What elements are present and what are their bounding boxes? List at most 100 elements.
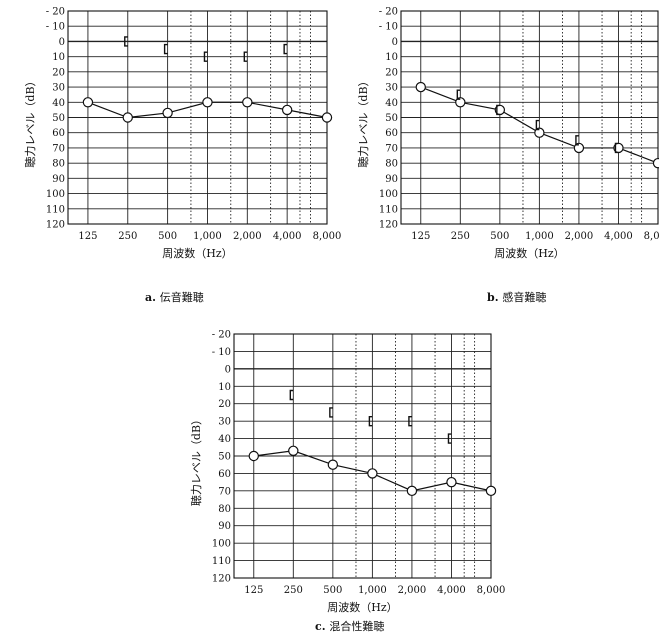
ytick-label: 100	[379, 189, 398, 200]
ytick-label: - 20	[379, 7, 398, 18]
air-conduction-point	[367, 468, 378, 479]
ytick-label: 0	[59, 37, 65, 48]
xtick-label: 2,000	[565, 231, 594, 242]
x-axis-label: 周波数（Hz）	[494, 247, 564, 260]
ytick-label: 50	[385, 113, 398, 124]
chart-caption: c. 混合性難聴	[315, 619, 384, 633]
air-conduction-point	[281, 104, 293, 116]
ytick-label: 0	[225, 364, 231, 375]
xtick-label: 1,000	[193, 231, 222, 242]
xtick-label: 2,000	[398, 585, 427, 596]
ytick-label: - 10	[379, 22, 398, 33]
x-axis-label: 周波数（Hz）	[327, 601, 397, 614]
xtick-label: 500	[323, 585, 342, 596]
y-axis-label: 聴力レベル（dB）	[357, 75, 370, 167]
bone-conduction-point	[614, 142, 619, 154]
bone-conduction-point	[575, 135, 579, 146]
ytick-label: 90	[52, 174, 65, 185]
xtick-label: 8,000	[644, 231, 659, 242]
ytick-label: 30	[385, 83, 398, 94]
bone-conduction-point	[243, 51, 248, 62]
ytick-label: 0	[392, 37, 398, 48]
xtick-label: 8,000	[313, 231, 342, 242]
caption-letter: b.	[487, 291, 502, 304]
air-conduction-point	[534, 127, 545, 138]
x-axis-label: 周波数（Hz）	[162, 247, 232, 260]
ytick-label: 90	[385, 174, 398, 185]
xtick-label: 4,000	[437, 585, 466, 596]
ytick-label: 110	[212, 556, 231, 567]
bone-conduction-point	[124, 36, 128, 47]
ytick-label: 40	[52, 98, 65, 109]
ytick-label: 60	[52, 128, 65, 139]
xtick-label: 4,000	[273, 231, 302, 242]
air-conduction-point	[446, 476, 457, 488]
xtick-label: 250	[118, 231, 137, 242]
audiogram-panel-3: - 20 - 10 0 10 20 30 40 50 60 70 80 90 100 110 120 125 2…	[190, 330, 505, 634]
air-conduction-point	[455, 97, 466, 108]
ytick-label: 120	[212, 574, 231, 585]
bone-conduction-point	[496, 104, 500, 116]
ytick-label: - 20	[212, 330, 231, 341]
ytick-label: 30	[218, 417, 231, 428]
audiogram-panel-2: - 20 - 10 0 10 20 30 40 50 60 70 80 90 100 110 120 125 2…	[357, 7, 659, 304]
ytick-label: 80	[385, 159, 398, 170]
ytick-label: - 10	[212, 347, 231, 358]
ytick-label: 120	[46, 220, 65, 231]
bone-conduction-point	[329, 407, 333, 418]
ytick-label: 100	[46, 189, 65, 200]
audiogram-panel-1: - 20 - 10 0 10 20 30 40 50 60 70 80 90 100 110 120 125 2…	[24, 7, 341, 305]
chart-caption: b. 感音難聴	[487, 290, 546, 304]
caption-text: 伝音難聴	[160, 290, 204, 304]
air-conduction-point	[327, 459, 339, 470]
ytick-label: - 10	[46, 22, 65, 33]
ytick-label: 60	[218, 469, 231, 480]
ytick-label: 30	[52, 83, 65, 94]
air-conduction-point	[248, 450, 259, 462]
air-conduction-point	[202, 97, 213, 108]
air-conduction-point	[122, 112, 133, 123]
xtick-label: 1,000	[525, 231, 554, 242]
air-conduction-point	[406, 485, 418, 497]
bone-conduction-point	[283, 43, 288, 55]
caption-text: 混合性難聴	[329, 619, 384, 633]
ytick-label: - 20	[46, 7, 65, 18]
plot-frame	[233, 333, 492, 579]
ytick-label: 40	[218, 434, 231, 445]
ytick-label: 70	[385, 143, 398, 154]
xtick-label: 250	[451, 231, 470, 242]
ytick-label: 20	[52, 67, 65, 78]
bone-conduction-point	[368, 415, 373, 427]
xtick-label: 4,000	[604, 231, 633, 242]
air-conduction-point	[82, 97, 94, 108]
y-axis-label: 聴力レベル（dB）	[24, 75, 37, 167]
bone-conduction-point	[447, 433, 452, 444]
caption-letter: a.	[145, 291, 160, 304]
xtick-label: 8,000	[477, 585, 506, 596]
ytick-label: 80	[218, 504, 231, 515]
plot-frame	[400, 10, 659, 225]
xtick-label: 125	[411, 231, 430, 242]
ytick-label: 50	[52, 113, 65, 124]
ytick-label: 70	[218, 486, 231, 497]
xtick-label: 1,000	[358, 585, 387, 596]
ytick-label: 50	[218, 452, 231, 463]
ytick-label: 110	[379, 204, 398, 215]
xtick-label: 250	[284, 585, 303, 596]
bone-conduction-point	[289, 389, 294, 401]
ytick-label: 90	[218, 521, 231, 532]
xtick-label: 125	[244, 585, 263, 596]
air-conduction-point	[652, 157, 659, 169]
ytick-label: 100	[212, 539, 231, 550]
ytick-label: 70	[52, 143, 65, 154]
ytick-label: 110	[46, 204, 65, 215]
ytick-label: 40	[385, 98, 398, 109]
ytick-label: 120	[379, 220, 398, 231]
bone-conduction-point	[163, 43, 168, 55]
ytick-label: 20	[385, 67, 398, 78]
air-conduction-point	[162, 107, 173, 119]
ytick-label: 10	[385, 52, 398, 63]
air-conduction-point	[321, 112, 333, 123]
